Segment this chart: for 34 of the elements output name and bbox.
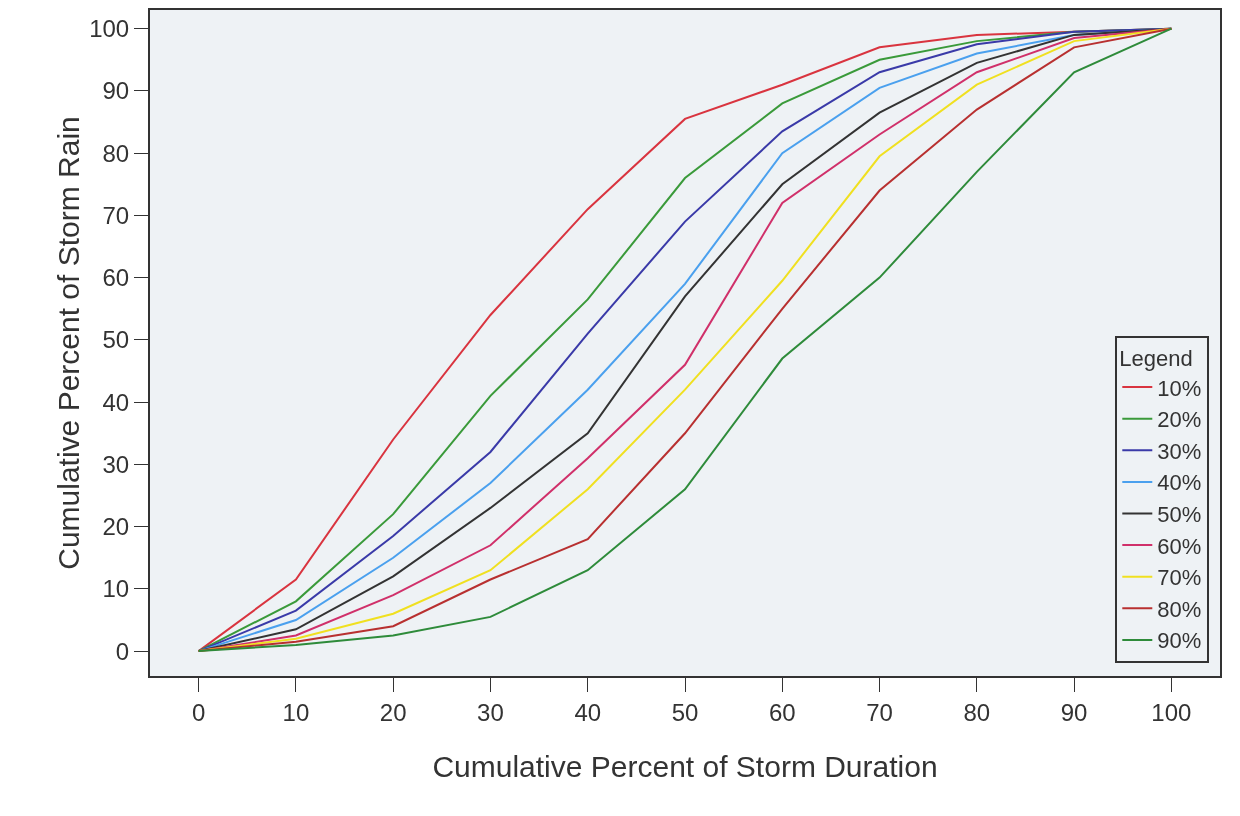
y-tick-label: 50 <box>102 326 130 354</box>
y-tick-label: 10 <box>102 575 130 603</box>
x-tick-label: 90 <box>1060 698 1088 726</box>
x-tick-label: 80 <box>963 698 991 726</box>
x-tick-label: 40 <box>574 698 602 726</box>
x-tick-label: 20 <box>379 698 407 726</box>
x-tick-label: 50 <box>671 698 699 726</box>
legend-label: 40% <box>1157 470 1202 496</box>
legend-label: 20% <box>1157 407 1202 433</box>
legend-label: 80% <box>1157 596 1202 622</box>
y-tick-label: 70 <box>102 201 130 229</box>
x-tick-label: 100 <box>1151 698 1192 726</box>
y-tick-label: 20 <box>102 513 130 541</box>
y-tick-label: 60 <box>102 264 130 292</box>
x-tick-label: 0 <box>191 698 206 726</box>
y-tick-label: 100 <box>89 15 130 43</box>
x-tick-label: 70 <box>866 698 893 726</box>
x-tick-label: 10 <box>282 698 310 726</box>
legend-label: 50% <box>1157 502 1202 528</box>
y-tick-label: 90 <box>102 77 130 105</box>
x-axis-title: Cumulative Percent of Storm Duration <box>432 750 938 783</box>
y-tick-label: 30 <box>102 450 130 478</box>
legend-label: 70% <box>1157 565 1202 591</box>
y-tick-label: 80 <box>102 139 130 167</box>
y-axis-title: Cumulative Percent of Storm Rain <box>52 116 85 570</box>
legend-title: Legend <box>1119 346 1193 372</box>
legend-label: 90% <box>1157 628 1202 654</box>
y-tick-label: 40 <box>102 388 130 416</box>
y-tick-label: 0 <box>115 637 130 665</box>
x-tick-label: 30 <box>477 698 504 726</box>
x-tick-label: 60 <box>768 698 796 726</box>
legend-label: 60% <box>1157 533 1202 559</box>
legend-label: 30% <box>1157 438 1202 464</box>
legend-label: 10% <box>1157 375 1202 401</box>
